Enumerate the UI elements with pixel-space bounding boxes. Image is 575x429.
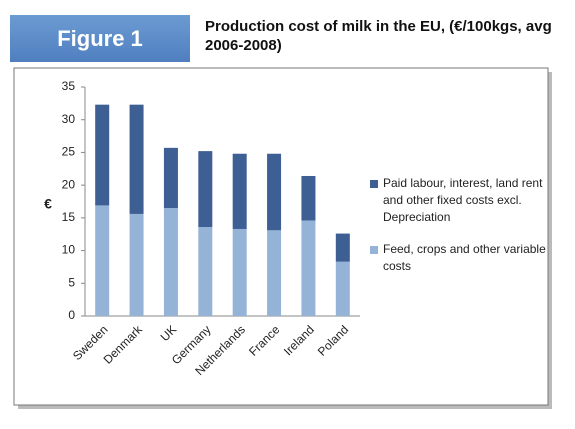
y-tick-label: 30	[62, 112, 76, 126]
bar-segment	[267, 230, 282, 316]
bar-segment	[198, 227, 213, 316]
y-tick-label: 35	[62, 79, 76, 93]
legend-label: Feed, crops and other variable costs	[383, 242, 546, 273]
bar-segment	[163, 147, 178, 209]
y-axis-label: €	[44, 196, 52, 212]
bar-segment	[335, 261, 350, 316]
legend-swatch	[370, 180, 378, 188]
bar-segment	[129, 104, 144, 214]
bar-segment	[335, 233, 350, 262]
bar-segment	[232, 153, 247, 229]
bar-segment	[95, 205, 110, 316]
figure-label: Figure 1	[10, 15, 190, 62]
chart-title: Production cost of milk in the EU, (€/10…	[205, 18, 552, 54]
bar-segment	[301, 175, 316, 221]
bar-segment	[267, 153, 282, 231]
bar-segment	[198, 151, 213, 228]
y-tick-label: 0	[68, 308, 75, 322]
bar-segment	[232, 228, 247, 316]
bar-segment	[301, 220, 316, 316]
bar-segment	[163, 208, 178, 316]
bar-segment	[129, 213, 144, 316]
legend-swatch	[370, 246, 378, 254]
y-tick-label: 10	[62, 243, 76, 257]
y-tick-label: 25	[62, 145, 76, 159]
bar-segment	[95, 104, 110, 206]
y-tick-label: 5	[68, 275, 75, 289]
legend-label: Paid labour, interest, land rent and oth…	[383, 176, 543, 224]
y-tick-label: 20	[62, 177, 76, 191]
y-tick-label: 15	[62, 210, 76, 224]
